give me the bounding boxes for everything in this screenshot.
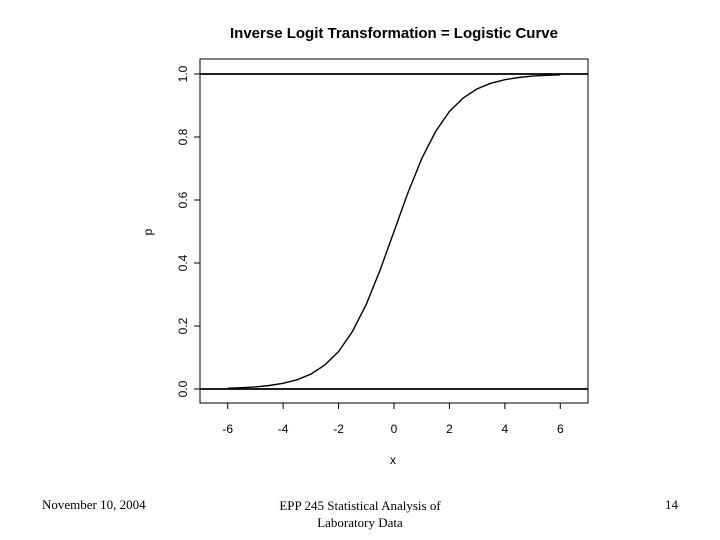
footer-title-line-1: EPP 245 Statistical Analysis of	[279, 498, 441, 513]
logistic-curve-line	[227, 74, 561, 389]
y-tick-label: 0.2	[176, 317, 190, 334]
x-axis-label: x	[390, 453, 396, 467]
x-tick-label: -4	[278, 422, 289, 436]
y-axis: 0.0 0.2 0.4 0.6 0.8 1.0	[176, 65, 200, 397]
y-tick-label: 0.0	[176, 380, 190, 397]
reference-lines	[200, 73, 588, 390]
x-tick-label: -2	[333, 422, 344, 436]
y-tick-label: 0.6	[176, 191, 190, 208]
x-tick-label: -6	[222, 422, 233, 436]
x-tick-label: 0	[391, 422, 398, 436]
footer-page-number: 14	[665, 497, 678, 512]
y-tick-label: 1.0	[176, 65, 190, 82]
footer-date: November 10, 2004	[42, 497, 146, 512]
footer-title-line-2: Laboratory Data	[317, 515, 403, 530]
x-axis: -6 -4 -2 0 2 4 6	[222, 402, 564, 436]
footer-course-title: EPP 245 Statistical Analysis of Laborato…	[250, 497, 470, 531]
chart-title: Inverse Logit Transformation = Logistic …	[230, 25, 558, 42]
x-tick-label: 2	[446, 422, 453, 436]
x-tick-label: 6	[557, 422, 564, 436]
y-axis-label: p	[141, 228, 155, 235]
y-tick-label: 0.4	[176, 254, 190, 271]
logistic-chart: Inverse Logit Transformation = Logistic …	[141, 25, 589, 467]
x-tick-label: 4	[502, 422, 509, 436]
y-tick-label: 0.8	[176, 128, 190, 145]
